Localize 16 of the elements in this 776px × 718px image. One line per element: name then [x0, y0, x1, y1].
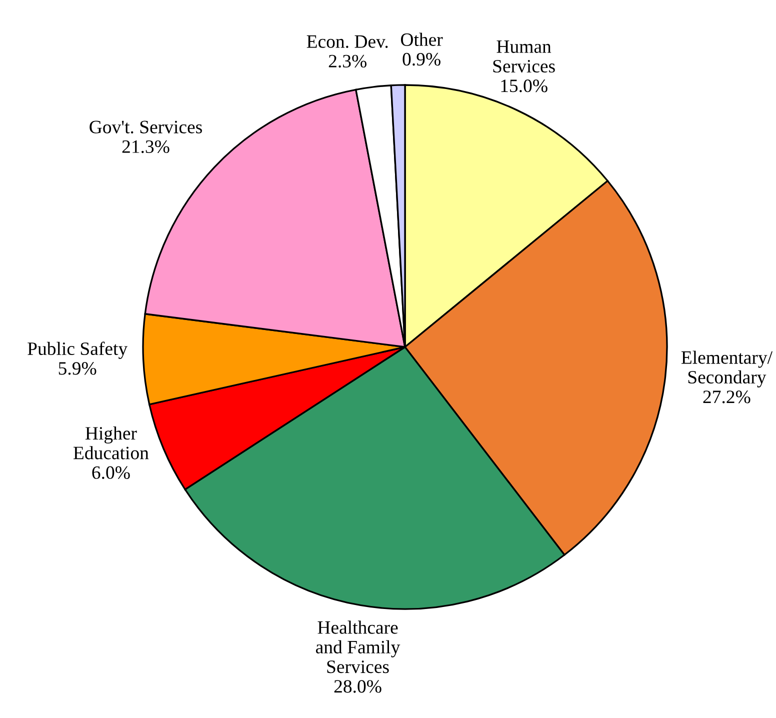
data-label: 5.9%: [58, 362, 96, 375]
slice-label: Gov't. Services: [90, 120, 202, 134]
data-label: 27.2%: [703, 390, 750, 404]
slice-label: Higher Education: [73, 426, 149, 460]
data-label: 21.3%: [122, 140, 170, 154]
slice-label: Human Services: [493, 40, 555, 73]
data-label: 28.0%: [334, 680, 382, 693]
data-label: 6.0%: [92, 466, 130, 480]
data-label: 15.0%: [501, 80, 548, 92]
slice-label: Elementary/ Secondary: [681, 350, 773, 388]
slice-label: Other: [400, 32, 443, 46]
slice-label: Healthcare and Family Services: [316, 620, 400, 674]
data-label: 2.3%: [328, 54, 366, 68]
data-label: 0.9%: [402, 52, 440, 66]
slice-label: Econ. Dev.: [306, 35, 388, 48]
slice-label: Public Safety: [28, 342, 128, 359]
